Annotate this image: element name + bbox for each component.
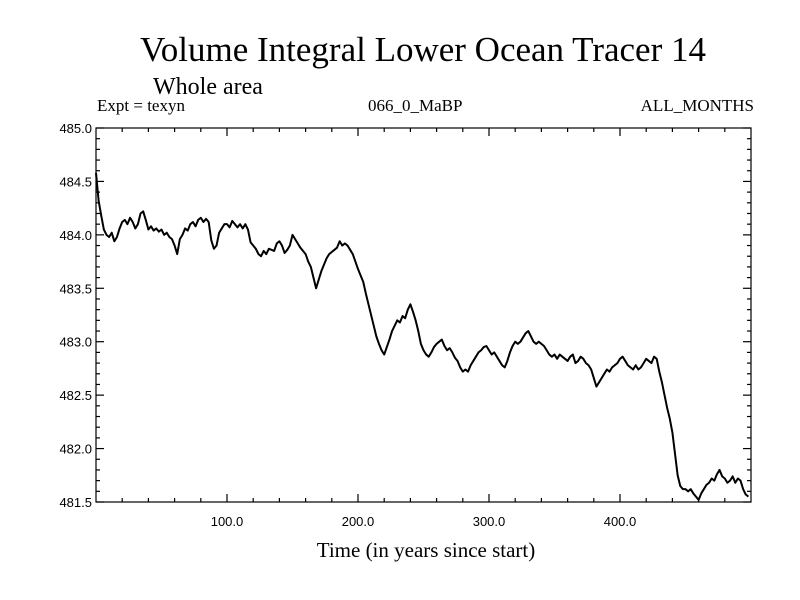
- axis-ticks: [96, 127, 751, 503]
- y-tick-label: 485.0: [59, 121, 92, 136]
- x-tick-label: 300.0: [473, 514, 506, 529]
- series-line: [95, 172, 750, 501]
- y-tick-label: 481.5: [59, 495, 92, 510]
- x-tick-label: 100.0: [211, 514, 244, 529]
- y-tick-label: 484.5: [59, 174, 92, 189]
- y-tick-label: 482.0: [59, 442, 92, 457]
- x-tick-label: 200.0: [342, 514, 375, 529]
- axis-tick-labels: 481.5 482.0 482.5 483.0 483.5 484.0 484.5 485.0…: [59, 121, 636, 529]
- period-label: 066_0_MaBP: [368, 96, 463, 115]
- y-tick-label: 483.0: [59, 335, 92, 350]
- months-label: ALL_MONTHS: [640, 96, 754, 115]
- chart-title: Volume Integral Lower Ocean Tracer 14: [140, 30, 706, 69]
- y-tick-label: 483.5: [59, 281, 92, 296]
- chart-subtitle: Whole area: [153, 74, 263, 100]
- experiment-label: Expt = texyn: [97, 96, 185, 115]
- plot-frame: [95, 127, 752, 503]
- x-axis-label: Time (in years since start): [316, 538, 536, 562]
- y-tick-label: 482.5: [59, 388, 92, 403]
- x-tick-label: 400.0: [604, 514, 637, 529]
- y-tick-label: 484.0: [59, 228, 92, 243]
